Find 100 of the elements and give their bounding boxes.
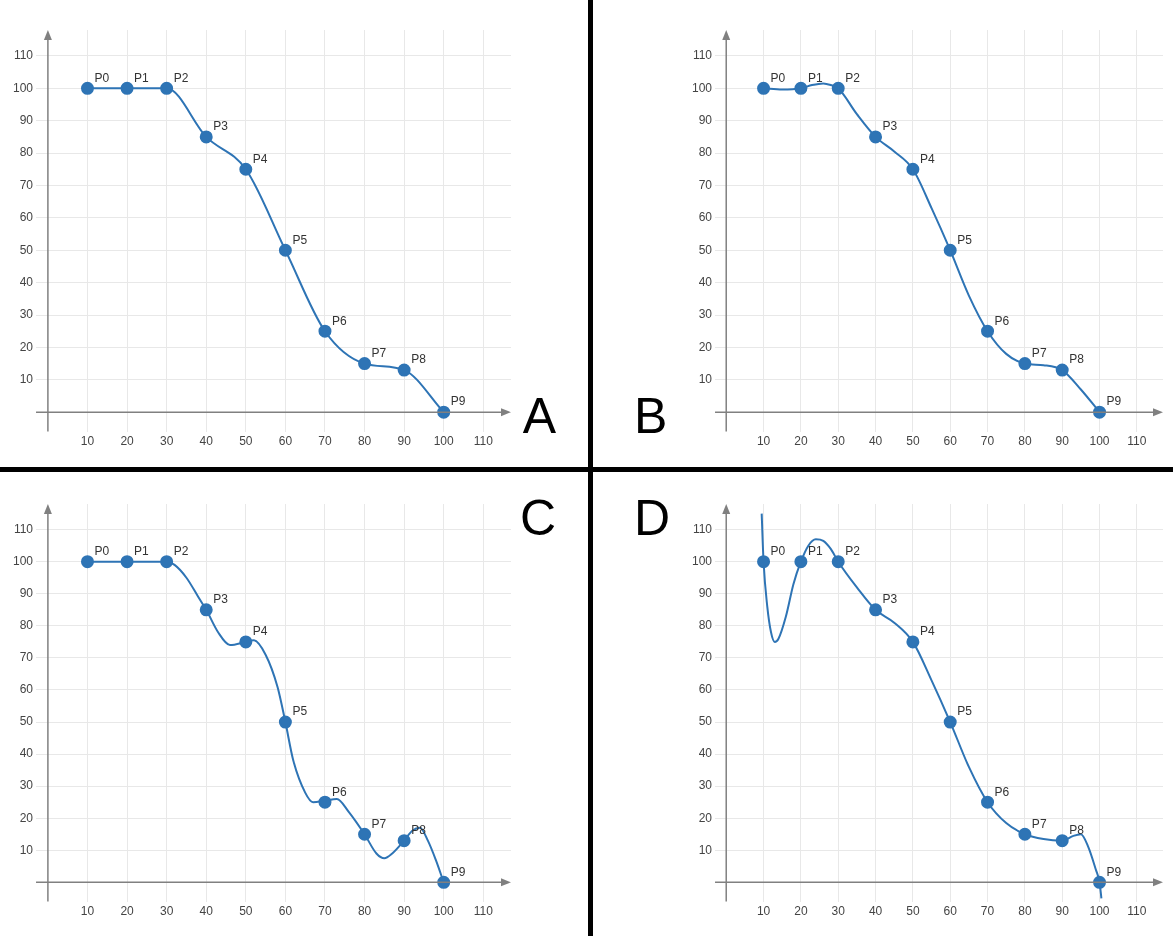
x-tick-label: 100 [1089,904,1110,919]
point [831,555,845,569]
y-tick-label: 50 [698,714,713,729]
annotation: P9 [1106,394,1122,409]
x-tick-label: 40 [868,904,883,919]
y-tick-label: 50 [698,242,713,257]
x-tick-label: 10 [756,434,771,449]
x-tick-label: 50 [906,904,920,919]
y-tick-label: 60 [698,682,713,697]
point [981,795,995,809]
y-tick-label: 40 [19,746,34,761]
annotation: P6 [994,313,1010,328]
point [1093,875,1107,889]
y-tick-label: 110 [692,48,713,63]
annotation: P6 [331,313,347,328]
point [358,357,372,371]
annotation: P9 [450,864,466,879]
annotation: P3 [882,119,898,134]
point [358,827,372,841]
x-tick-label: 110 [473,904,494,919]
annotation: P8 [1069,352,1085,367]
annotation: P3 [882,592,898,607]
annotation: P7 [371,345,387,360]
point [239,162,253,176]
x-tick-label: 20 [794,904,808,919]
annotation: P4 [252,624,268,639]
y-tick-label: 60 [19,210,34,225]
y-tick-label: 110 [13,48,34,63]
y-tick-label: 110 [13,521,34,536]
point [906,162,920,176]
y-tick-label: 80 [19,618,34,633]
annotation: P6 [331,784,347,799]
x-tick-label: 70 [980,434,995,449]
x-tick-label: 90 [397,434,412,449]
point [794,81,808,95]
annotation: P9 [1106,864,1122,879]
point [80,555,94,569]
annotation: P1 [134,70,150,85]
annotation: P2 [173,544,189,559]
point [160,555,174,569]
x-tick-label: 10 [756,904,771,919]
annotation: P7 [1031,816,1047,831]
x-tick-label: 100 [433,434,455,449]
x-tick-label: 40 [868,434,883,449]
y-tick-label: 80 [698,618,713,633]
point [80,81,94,95]
x-tick-label: 70 [318,434,332,449]
y-tick-label: 20 [698,810,713,825]
point [318,324,332,338]
annotation: P7 [371,816,387,831]
annotation: P4 [919,151,935,166]
x-tick-label: 90 [397,904,412,919]
x-tick-label: 80 [1018,434,1032,449]
x-tick-label: 60 [943,904,958,919]
x-tick-label: 90 [1055,904,1070,919]
annotation: P3 [213,119,229,134]
y-tick-label: 30 [19,307,34,322]
point [199,603,213,617]
annotation: P0 [770,544,786,559]
point [120,555,134,569]
point [906,635,920,649]
y-tick-label: 70 [19,177,34,192]
point [757,81,771,95]
annotation: P5 [957,232,973,247]
y-tick-label: 50 [19,242,34,257]
x-tick-label: 20 [120,904,135,919]
point [278,715,292,729]
y-tick-label: 20 [19,810,34,825]
y-tick-label: 60 [698,210,713,225]
x-tick-label: 20 [120,434,135,449]
x-tick-label: 40 [199,434,214,449]
point [1055,834,1069,848]
y-tick-label: 10 [698,372,713,387]
chart-title: D [634,489,671,546]
point [1018,827,1032,841]
annotation: P1 [807,544,823,559]
point [869,603,883,617]
y-tick-label: 110 [692,521,713,536]
x-tick-label: 110 [473,434,494,449]
point [943,243,957,257]
chart-title: C [519,489,556,546]
x-tick-label: 10 [80,434,95,449]
annotation: P8 [411,352,427,367]
y-tick-label: 100 [691,554,713,569]
y-tick-label: 40 [698,746,713,761]
x-tick-label: 10 [80,904,95,919]
point [160,81,174,95]
point [943,715,957,729]
x-tick-label: 50 [906,434,920,449]
annotation: P2 [173,70,189,85]
annotation: P4 [919,624,935,639]
point [397,834,411,848]
annotation: P9 [450,394,466,409]
y-tick-label: 90 [698,113,713,127]
annotation: P2 [845,70,861,85]
point [120,81,134,95]
x-tick-label: 30 [159,434,174,449]
x-tick-label: 100 [1089,434,1110,449]
y-tick-label: 40 [19,274,34,289]
annotation: P5 [957,704,973,719]
